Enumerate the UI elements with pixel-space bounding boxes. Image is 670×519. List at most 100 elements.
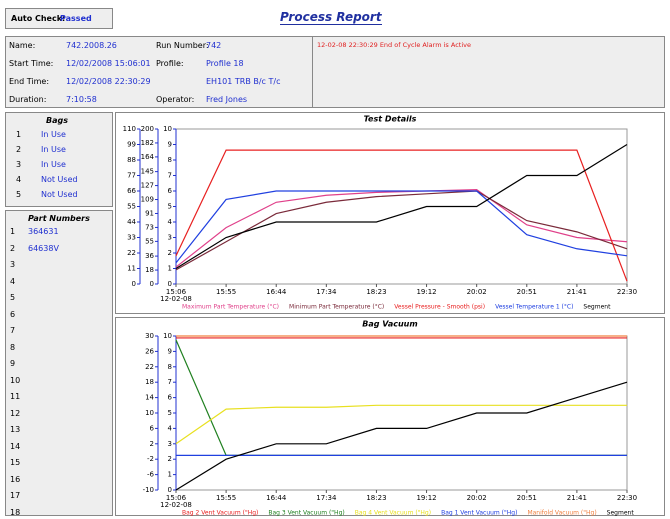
y-tick-label: 0 xyxy=(168,280,172,288)
info-value: 12/02/2008 15:06:01 xyxy=(66,59,151,68)
series-line xyxy=(175,404,627,445)
bag-number: 3 xyxy=(16,160,22,169)
y-tick-label: 6 xyxy=(150,424,155,432)
series-line xyxy=(175,143,628,270)
series-line xyxy=(175,339,627,456)
part-number: 2 xyxy=(10,243,16,253)
series-line xyxy=(175,149,628,282)
bag-number: 4 xyxy=(16,175,22,184)
y-tick-label: 182 xyxy=(141,139,154,147)
plot-area xyxy=(175,335,628,491)
legend-entry: Maximum Part Temperature (°C) xyxy=(182,304,279,311)
series-line xyxy=(175,190,628,271)
y-tick-label: 36 xyxy=(145,252,154,260)
x-date-label: 12-02-08 xyxy=(160,501,192,509)
chart-frame xyxy=(115,112,665,314)
y-tick-label: 6 xyxy=(168,394,173,402)
x-tick-label: 22:30 xyxy=(617,288,637,296)
y-tick-label: 0 xyxy=(168,486,172,494)
x-tick-label: 15:06 xyxy=(166,494,187,502)
y-tick-label: 10 xyxy=(163,332,172,340)
series-line xyxy=(175,381,628,491)
x-tick-label: 19:12 xyxy=(416,288,436,296)
legend-entry: Segment xyxy=(607,510,635,517)
info-value: 742 xyxy=(206,41,222,50)
y-tick-label: 11 xyxy=(127,265,136,273)
y-tick-label: -10 xyxy=(143,486,154,494)
part-number: 1 xyxy=(10,227,16,236)
part-number: 12 xyxy=(10,408,21,418)
series-line xyxy=(175,188,628,268)
y-tick-label: 8 xyxy=(168,363,172,371)
y-tick-label: 5 xyxy=(168,409,172,417)
part-number: 4 xyxy=(10,276,16,286)
y-tick-label: 110 xyxy=(123,125,136,133)
y-tick-label: 3 xyxy=(168,234,172,242)
info-panel: Name: 742.2008.26 Run Number: 742 Start Time… xyxy=(5,36,313,108)
y-tick-label: 55 xyxy=(127,203,136,211)
auto-check-label: Auto Check: xyxy=(11,14,66,23)
page-title: Process Report xyxy=(280,10,382,25)
y-tick-label: 7 xyxy=(168,172,172,180)
x-tick-label: 18:23 xyxy=(366,288,386,296)
part-number: 5 xyxy=(10,293,16,302)
info-value: 7:10:58 xyxy=(66,95,97,104)
info-value: Profile 18 xyxy=(206,59,244,68)
y-tick-label: 7 xyxy=(168,378,172,386)
plot-area xyxy=(175,128,628,285)
info-label: End Time: xyxy=(9,77,50,86)
series-line xyxy=(175,190,628,264)
y-tick-label: 33 xyxy=(127,234,136,242)
part-number: 11 xyxy=(10,392,21,401)
x-tick-label: 22:30 xyxy=(617,494,637,502)
x-tick-label: 20:51 xyxy=(517,288,537,296)
info-label: Profile: xyxy=(156,59,184,68)
y-tick-label: 10 xyxy=(145,409,154,417)
legend-entry: Segment xyxy=(583,304,611,311)
y-tick-label: 6 xyxy=(168,187,173,195)
y-tick-label: 200 xyxy=(141,125,154,133)
x-tick-label: 21:41 xyxy=(567,288,587,296)
y-tick-label: 2 xyxy=(168,455,172,463)
y-tick-label: 26 xyxy=(145,347,154,355)
y-tick-label: 44 xyxy=(127,218,136,226)
y-tick-label: 55 xyxy=(145,237,154,245)
y-tick-label: 127 xyxy=(141,182,154,190)
bag-status: In Use xyxy=(41,160,66,169)
y-tick-label: 30 xyxy=(145,332,154,340)
part-number: 16 xyxy=(10,474,21,484)
y-tick-label: 99 xyxy=(127,141,136,149)
panel-title: Bags xyxy=(46,116,68,125)
part-number: 10 xyxy=(10,375,21,385)
y-tick-label: 2 xyxy=(150,440,154,448)
alarm-panel: 12-02-08 22:30:29 End of Cycle Alarm is … xyxy=(312,36,665,108)
x-tick-label: 20:51 xyxy=(517,494,537,502)
part-number: 17 xyxy=(10,491,21,500)
y-tick-label: 1 xyxy=(168,471,172,479)
info-label: Duration: xyxy=(9,95,47,104)
part-number: 13 xyxy=(10,425,21,434)
y-tick-label: 145 xyxy=(141,168,154,176)
x-tick-label: 16:44 xyxy=(266,288,287,296)
x-tick-label: 20:02 xyxy=(467,494,487,502)
x-tick-label: 15:55 xyxy=(216,288,236,296)
part-number: 7 xyxy=(10,326,16,335)
x-tick-label: 19:12 xyxy=(416,494,436,502)
legend-entry: Bag 1 Vent Vacuum ("Hg) xyxy=(441,510,517,517)
x-tick-label: 15:06 xyxy=(166,288,187,296)
x-tick-label: 21:41 xyxy=(567,494,587,502)
bag-status: In Use xyxy=(41,130,66,139)
bag-number: 5 xyxy=(16,190,22,199)
info-value: Fred Jones xyxy=(206,95,248,104)
y-tick-label: 0 xyxy=(150,280,154,288)
info-value: 12/02/2008 22:30:29 xyxy=(66,77,151,86)
chart-frame xyxy=(115,317,665,516)
bag-number: 1 xyxy=(16,130,22,139)
legend-entry: Manifold Vacuum ("Hg) xyxy=(527,510,596,517)
y-tick-label: 5 xyxy=(168,203,172,211)
y-tick-label: 0 xyxy=(132,280,136,288)
y-tick-label: 18 xyxy=(145,378,154,386)
part-id: 64638V xyxy=(28,243,59,253)
y-tick-label: 14 xyxy=(145,394,154,402)
x-tick-label: 18:23 xyxy=(366,494,386,502)
